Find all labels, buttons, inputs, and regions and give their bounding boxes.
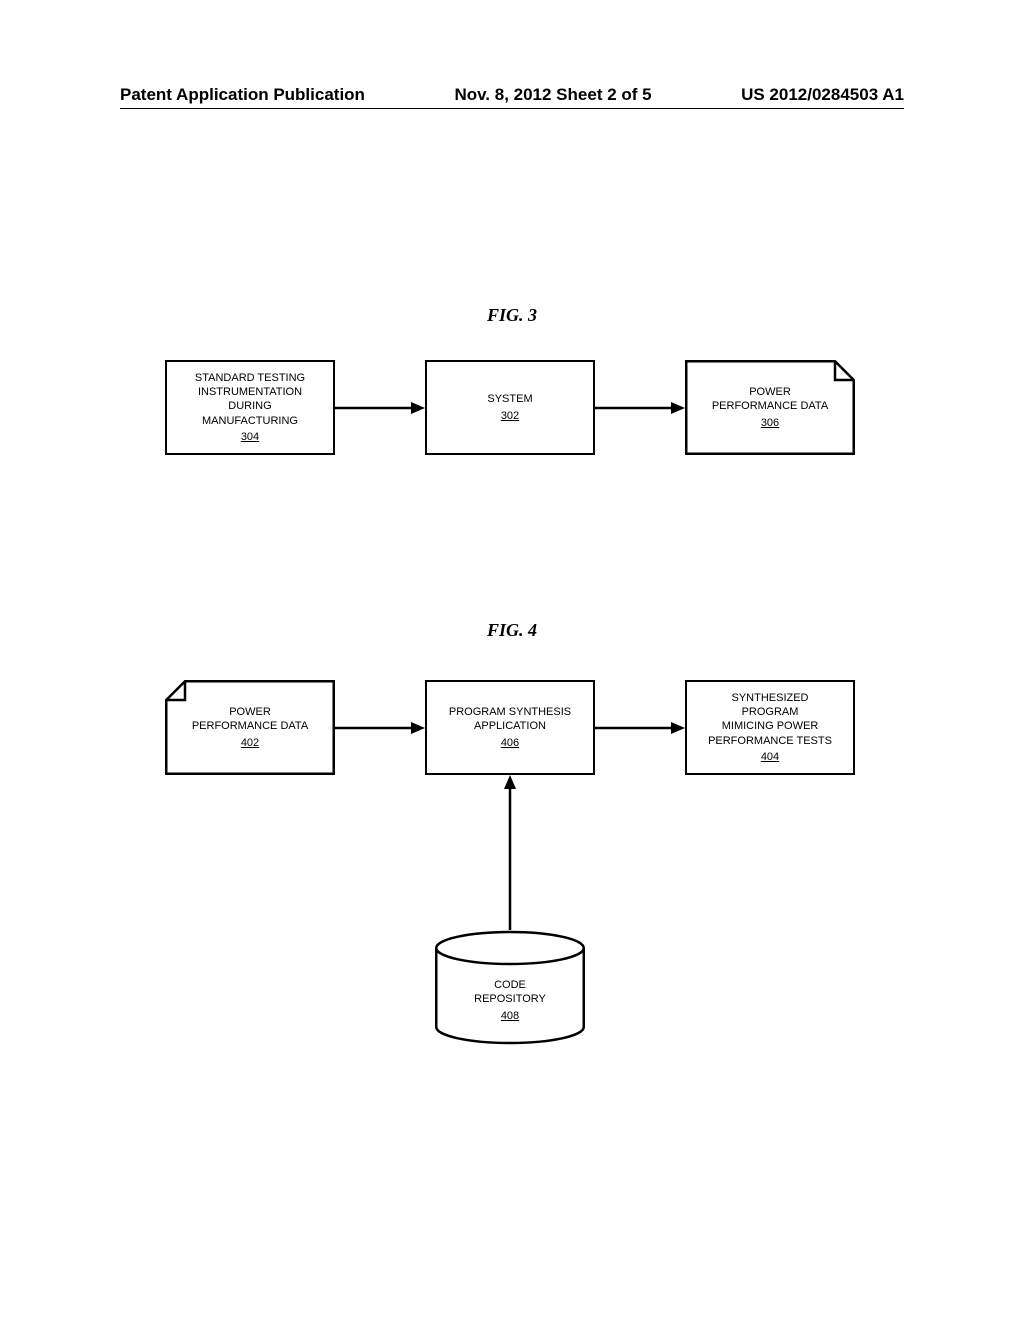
box-404-line4: PERFORMANCE TESTS (708, 734, 832, 748)
cyl-408-line2: REPOSITORY (474, 992, 546, 1006)
cylinder-408: CODE REPOSITORY 408 (435, 930, 585, 1045)
box-406-ref: 406 (501, 736, 519, 750)
doc-402-line1: POWER (229, 705, 271, 719)
header-left: Patent Application Publication (120, 85, 365, 105)
arrow-304-to-302 (335, 397, 425, 419)
box-304: STANDARD TESTING INSTRUMENTATION DURING … (165, 360, 335, 455)
box-404: SYNTHESIZED PROGRAM MIMICING POWER PERFO… (685, 680, 855, 775)
box-302: SYSTEM 302 (425, 360, 595, 455)
box-406-line1: PROGRAM SYNTHESIS (449, 705, 571, 719)
fig4-label: FIG. 4 (0, 620, 1024, 641)
box-404-line1: SYNTHESIZED (731, 691, 808, 705)
fig3-label: FIG. 3 (0, 305, 1024, 326)
doc-306: POWER PERFORMANCE DATA 306 (685, 360, 855, 455)
arrow-408-to-406 (499, 775, 521, 930)
doc-306-ref: 306 (761, 416, 779, 430)
doc-306-line2: PERFORMANCE DATA (712, 399, 828, 413)
patent-page: Patent Application Publication Nov. 8, 2… (0, 0, 1024, 1320)
box-304-line1: STANDARD TESTING (195, 371, 305, 385)
box-304-line4: MANUFACTURING (202, 414, 298, 428)
box-406: PROGRAM SYNTHESIS APPLICATION 406 (425, 680, 595, 775)
box-302-ref: 302 (501, 409, 519, 423)
page-header: Patent Application Publication Nov. 8, 2… (120, 85, 904, 105)
doc-306-line1: POWER (749, 385, 791, 399)
box-404-line2: PROGRAM (742, 705, 799, 719)
doc-402: POWER PERFORMANCE DATA 402 (165, 680, 335, 775)
box-302-line1: SYSTEM (487, 392, 532, 406)
box-406-line2: APPLICATION (474, 719, 546, 733)
arrow-402-to-406 (335, 717, 425, 739)
arrow-406-to-404 (595, 717, 685, 739)
cyl-408-ref: 408 (501, 1009, 519, 1023)
cyl-408-line1: CODE (494, 978, 526, 992)
header-right: US 2012/0284503 A1 (741, 85, 904, 105)
arrow-302-to-306 (595, 397, 685, 419)
header-center: Nov. 8, 2012 Sheet 2 of 5 (454, 85, 651, 105)
box-404-ref: 404 (761, 750, 779, 764)
box-304-ref: 304 (241, 430, 259, 444)
doc-402-line2: PERFORMANCE DATA (192, 719, 308, 733)
doc-402-ref: 402 (241, 736, 259, 750)
header-rule (120, 108, 904, 109)
box-404-line3: MIMICING POWER (722, 719, 819, 733)
box-304-line2: INSTRUMENTATION (198, 385, 302, 399)
box-304-line3: DURING (228, 399, 271, 413)
